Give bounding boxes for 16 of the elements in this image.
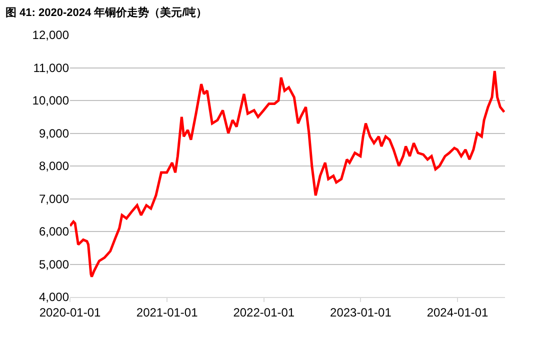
x-tick-label: 2021-01-01 — [136, 305, 198, 320]
y-tick-label: 6,000 — [38, 224, 70, 239]
y-tick-label: 5,000 — [38, 257, 70, 272]
y-tick-label: 7,000 — [38, 192, 70, 206]
x-tick-label: 2024-01-01 — [426, 305, 489, 320]
y-tick-label: 10,000 — [32, 94, 70, 108]
y-tick-label: 8,000 — [38, 159, 70, 174]
chart-title: 图 41: 2020-2024 年铜价走势（美元/吨） — [6, 6, 208, 20]
y-tick-label: 11,000 — [33, 60, 70, 75]
y-tick-label: 9,000 — [38, 126, 70, 140]
x-tick-label: 2022-01-01 — [233, 305, 295, 320]
y-tick-label: 4,000 — [38, 290, 70, 304]
x-tick-label: 2023-01-01 — [330, 305, 392, 320]
y-tick-label: 12,000 — [32, 28, 70, 42]
x-tick-label: 2020-01-01 — [39, 305, 102, 320]
line-series — [70, 70, 505, 278]
